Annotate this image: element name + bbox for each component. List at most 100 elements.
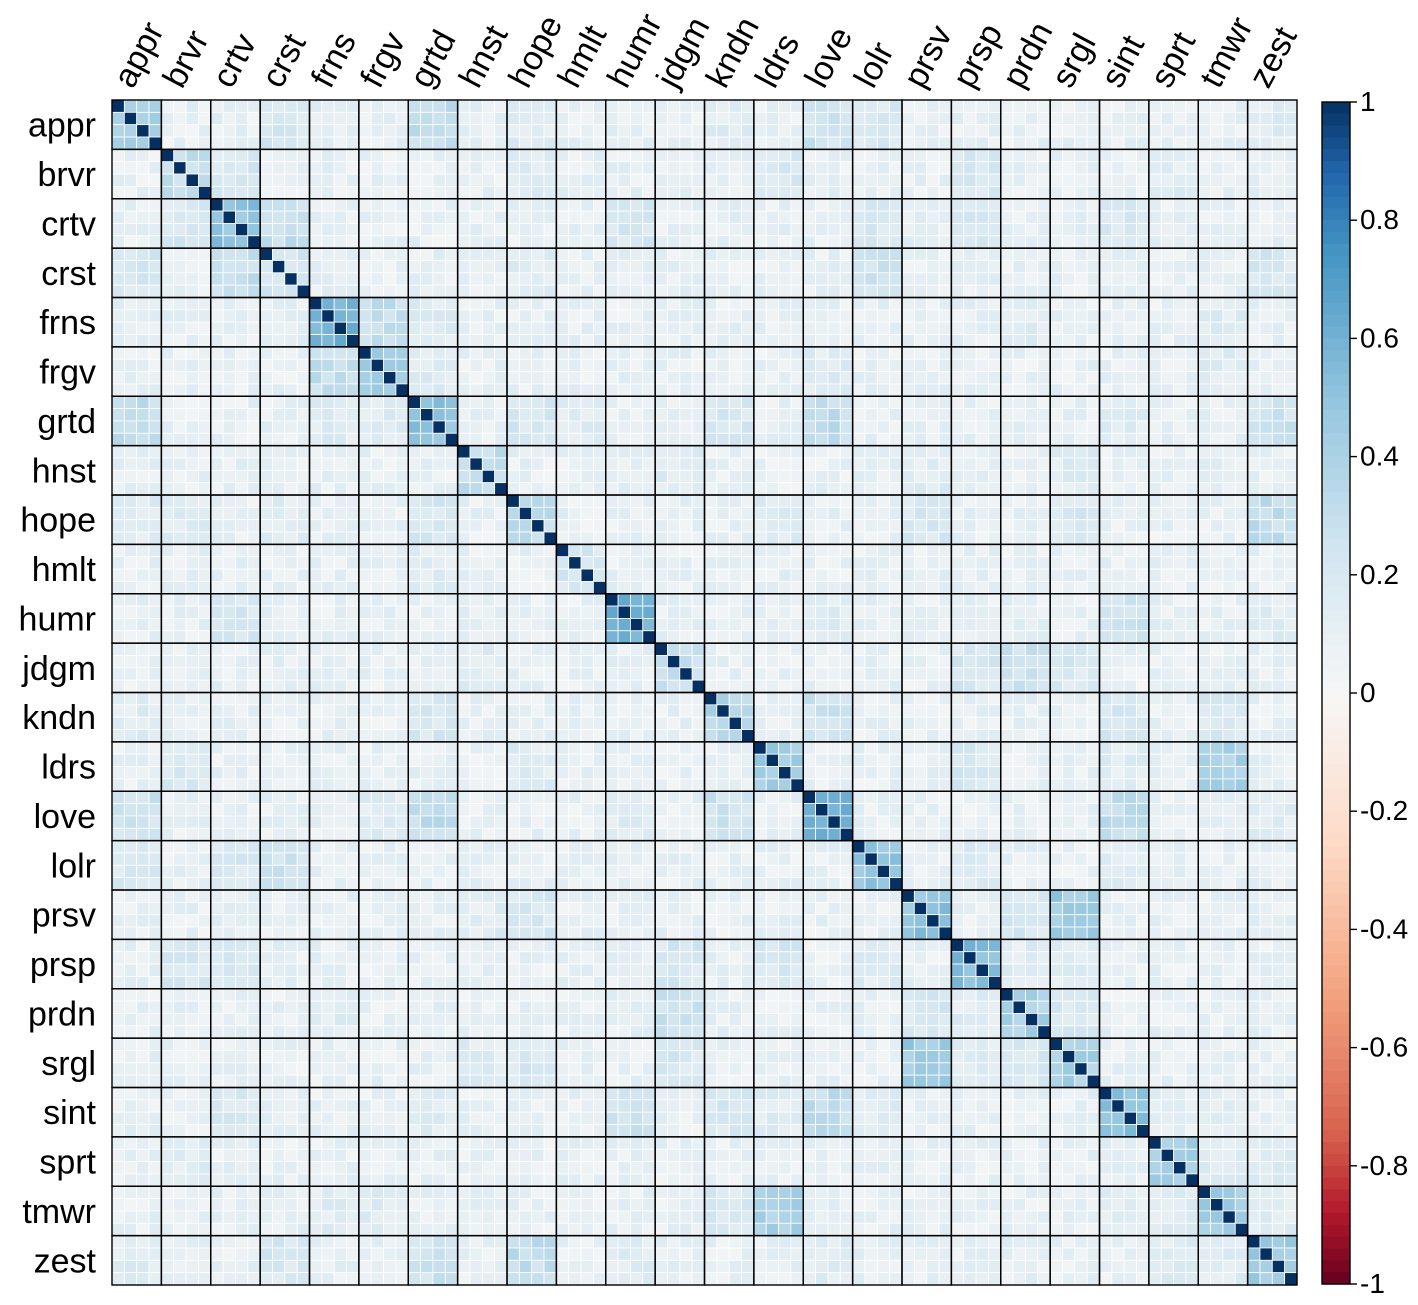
heatmap-cell	[370, 445, 384, 459]
heatmap-cell	[901, 469, 915, 484]
heatmap-cell	[1037, 655, 1051, 669]
heatmap-cell	[494, 642, 508, 656]
heatmap-cell	[444, 247, 459, 261]
heatmap-cell	[1222, 247, 1236, 261]
heatmap-cell	[790, 556, 804, 570]
heatmap-cell	[222, 482, 236, 496]
heatmap-cell	[296, 334, 310, 348]
heatmap-cell	[654, 210, 668, 224]
heatmap-cell	[407, 642, 421, 656]
heatmap-cell	[913, 161, 928, 175]
heatmap-cell	[1234, 642, 1249, 656]
heatmap-cell	[913, 346, 928, 360]
heatmap-cell	[1074, 186, 1088, 200]
heatmap-cell	[975, 618, 989, 632]
heatmap-cell	[1074, 593, 1088, 607]
heatmap-cell	[432, 111, 446, 126]
heatmap-cell	[247, 642, 261, 656]
heatmap-cell	[284, 235, 298, 249]
heatmap-cell	[210, 148, 224, 163]
heatmap-cell	[790, 420, 804, 434]
heatmap-cell	[432, 642, 446, 656]
heatmap-cell	[198, 111, 212, 126]
heatmap-cell	[568, 99, 582, 113]
heatmap-cell	[654, 346, 668, 360]
heatmap-cell	[173, 321, 187, 335]
heatmap-cell	[432, 136, 446, 150]
heatmap-cell	[630, 581, 644, 595]
heatmap-cell	[1086, 655, 1100, 669]
heatmap-cell	[358, 729, 372, 743]
heatmap-cell	[1025, 99, 1039, 113]
heatmap-cell	[1222, 346, 1236, 360]
heatmap-cell	[346, 519, 360, 533]
heatmap-cell	[1259, 383, 1273, 397]
heatmap-cell	[1160, 272, 1174, 286]
heatmap-cell	[321, 692, 335, 706]
heatmap-cell	[889, 309, 903, 323]
heatmap-cell	[407, 334, 421, 348]
heatmap-cell	[1259, 186, 1273, 200]
heatmap-cell	[123, 198, 138, 212]
heatmap-cell	[346, 482, 360, 496]
heatmap-cell	[988, 210, 1002, 224]
heatmap-cell	[1025, 494, 1039, 508]
heatmap-cell	[111, 469, 125, 484]
heatmap-cell	[111, 556, 125, 570]
heatmap-cell	[926, 704, 940, 718]
heatmap-cell	[346, 568, 360, 582]
heatmap-cell	[321, 605, 335, 619]
heatmap-cell	[1136, 630, 1150, 644]
heatmap-cell	[1000, 186, 1014, 200]
heatmap-cell	[704, 716, 718, 730]
heatmap-cell	[753, 395, 767, 409]
heatmap-cell	[568, 506, 582, 521]
heatmap-cell	[913, 223, 928, 237]
heatmap-cell	[580, 321, 594, 335]
heatmap-cell	[383, 148, 397, 163]
heatmap-cell	[765, 630, 779, 644]
heatmap-cell	[333, 432, 347, 447]
heatmap-cell	[741, 593, 755, 607]
heatmap-cell	[802, 716, 816, 730]
heatmap-cell	[716, 297, 730, 311]
heatmap-cell	[173, 704, 187, 718]
heatmap-cell	[1148, 297, 1162, 311]
heatmap-cell	[210, 445, 224, 459]
heatmap-cell	[617, 618, 631, 632]
heatmap-cell	[494, 679, 508, 693]
heatmap-cell	[160, 741, 175, 755]
heatmap-cell	[630, 346, 644, 360]
heatmap-cell	[1160, 383, 1174, 397]
heatmap-cell	[481, 284, 496, 298]
heatmap-cell	[457, 556, 471, 570]
heatmap-cell	[617, 630, 631, 644]
heatmap-cell	[926, 173, 940, 187]
heatmap-cell	[555, 235, 570, 249]
heatmap-cell	[358, 593, 372, 607]
heatmap-cell	[963, 223, 977, 237]
heatmap-cell	[630, 432, 644, 447]
heatmap-cell	[1123, 494, 1137, 508]
heatmap-cell	[1000, 506, 1014, 521]
heatmap-cell	[272, 506, 286, 521]
heatmap-cell	[1210, 531, 1224, 545]
heatmap-cell	[457, 506, 471, 521]
heatmap-cell	[876, 618, 891, 632]
heatmap-cell	[1012, 729, 1026, 743]
heatmap-cell	[1086, 679, 1100, 693]
heatmap-cell	[938, 173, 952, 187]
heatmap-cell	[704, 593, 718, 607]
heatmap-cell	[605, 198, 619, 212]
heatmap-cell	[444, 173, 459, 187]
heatmap-cell	[1037, 235, 1051, 249]
heatmap-cell	[1111, 173, 1125, 187]
heatmap-cell	[395, 605, 409, 619]
heatmap-cell	[123, 655, 138, 669]
heatmap-cell	[1259, 284, 1273, 298]
heatmap-cell	[617, 247, 631, 261]
heatmap-cell	[481, 334, 496, 348]
heatmap-cell	[802, 334, 816, 348]
heatmap-cell	[950, 568, 965, 582]
heatmap-cell	[704, 124, 718, 138]
